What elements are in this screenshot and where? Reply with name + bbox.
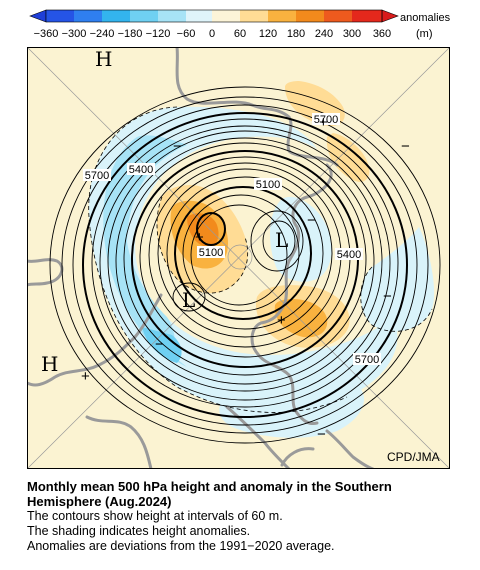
- positive-anomaly-area: [326, 133, 370, 182]
- high-center: H: [95, 47, 112, 71]
- negative-anomaly-area: [270, 196, 332, 282]
- colorbar-seg-3: [102, 10, 130, 22]
- low-center: L: [275, 228, 288, 252]
- negative-anomaly-center: −: [173, 138, 182, 155]
- colorbar-tick: 60: [234, 28, 246, 40]
- negative-anomaly-center: −: [401, 138, 410, 155]
- pressure-centers: H H L L: [41, 47, 288, 376]
- high-center: H: [41, 352, 58, 376]
- colorbar-segments: [29, 9, 399, 23]
- contour: [115, 137, 375, 385]
- colorbar-seg-2: [74, 10, 102, 22]
- contour: [262, 220, 296, 262]
- colorbar-seg-1: [46, 10, 74, 22]
- caption-title-line2: Hemisphere (Aug.2024): [27, 494, 172, 509]
- colorbar-tick: −240: [90, 28, 115, 40]
- contour-label: 5100: [199, 247, 223, 259]
- colorbar-unit: (m): [416, 28, 433, 40]
- contour-5100-inner: [196, 212, 226, 246]
- contour: [250, 210, 304, 272]
- positive-anomaly-center: +: [195, 229, 204, 246]
- contour: [182, 194, 300, 312]
- colorbar-tick: −300: [62, 28, 87, 40]
- contour-label: 5100: [256, 179, 280, 191]
- colorbar-arrow-left: [29, 9, 47, 23]
- caption-line: Anomalies are deviations from the 1991−2…: [27, 539, 335, 553]
- colorbar-seg-5: [158, 10, 186, 22]
- colorbar-tick: −120: [146, 28, 171, 40]
- height-contours: [49, 86, 441, 444]
- map-frame: [27, 47, 450, 469]
- contour-5100: [174, 186, 312, 320]
- anomaly-zero-lines: [88, 106, 433, 413]
- caption-title-line1: Monthly mean 500 hPa height and anomaly …: [27, 479, 392, 494]
- figure-caption: Monthly mean 500 hPa height and anomaly …: [27, 479, 467, 554]
- colorbar-ticks: −360 −300 −240 −180 −120 −60 0 60 120 18…: [34, 28, 392, 40]
- colorbar-tick: 300: [343, 28, 361, 40]
- colorbar-unit-label: anomalies: [400, 12, 451, 24]
- negative-anomaly-center: −: [383, 288, 392, 305]
- colorbar-seg-7: [212, 10, 240, 22]
- contour-label: 5400: [337, 249, 361, 261]
- colorbar-seg-11: [324, 10, 352, 22]
- colorbar-seg-12: [352, 10, 382, 22]
- contour-label: 5700: [355, 354, 379, 366]
- positive-anomaly-area: [187, 213, 219, 247]
- contour: [190, 204, 288, 306]
- positive-anomaly-center: +: [81, 368, 90, 385]
- contour-label: 5400: [129, 164, 153, 176]
- contour-5700: [82, 112, 408, 418]
- colorbar-tick: −180: [118, 28, 143, 40]
- polar-map: 5700 5700 5400 5100 5100 5400 5700 5700 …: [27, 47, 450, 469]
- positive-anomaly-center: +: [319, 114, 328, 131]
- contour: [72, 104, 418, 426]
- contour-label: 5700: [314, 114, 338, 126]
- map-credit: CPD/JMA: [387, 450, 440, 464]
- caption-line: The shading indicates height anomalies.: [27, 524, 251, 538]
- contour: [91, 118, 399, 408]
- negative-anomaly-center: −: [155, 336, 164, 353]
- contour: [61, 96, 429, 434]
- colorbar-arrow-right: [381, 9, 399, 23]
- negative-anomaly-area: [103, 135, 187, 367]
- positive-anomaly-area: [274, 299, 328, 338]
- contour-5700-outer: [49, 86, 441, 444]
- colorbar-seg-4: [130, 10, 158, 22]
- colorbar-seg-6: [186, 10, 212, 22]
- lat-lon-grid: [27, 47, 450, 469]
- colorbar-tick: 360: [373, 28, 391, 40]
- contour: [99, 125, 391, 401]
- contour-label: 5700: [85, 170, 109, 182]
- anomaly-centers: + + + + − − − − − −: [81, 114, 410, 443]
- colorbar-tick: −60: [177, 28, 196, 40]
- contour: [123, 142, 367, 376]
- colorbar-tick: 120: [259, 28, 277, 40]
- colorbar-seg-8: [240, 10, 268, 22]
- contour-labels: 5700 5700 5400 5100 5100 5400 5700 5700: [83, 113, 381, 366]
- contour: [166, 176, 324, 330]
- colorbar-tick: 0: [209, 28, 215, 40]
- colorbar-seg-10: [296, 10, 324, 22]
- negative-anomaly-center: −: [307, 212, 316, 229]
- colorbar-tick: 180: [287, 28, 305, 40]
- contour: [172, 282, 206, 312]
- colorbar-tick: 240: [315, 28, 333, 40]
- low-center: L: [182, 288, 195, 312]
- positive-anomaly-center: +: [277, 312, 286, 329]
- negative-anomaly-center: −: [317, 426, 326, 443]
- colorbar-seg-9: [268, 10, 296, 22]
- caption-line: The contours show height at intervals of…: [27, 509, 283, 523]
- negative-anomaly-area: [142, 327, 182, 363]
- contour: [107, 130, 383, 392]
- contour: [157, 168, 333, 338]
- anomaly-colorbar: −360 −300 −240 −180 −120 −60 0 60 120 18…: [29, 9, 451, 40]
- colorbar-tick: −360: [34, 28, 59, 40]
